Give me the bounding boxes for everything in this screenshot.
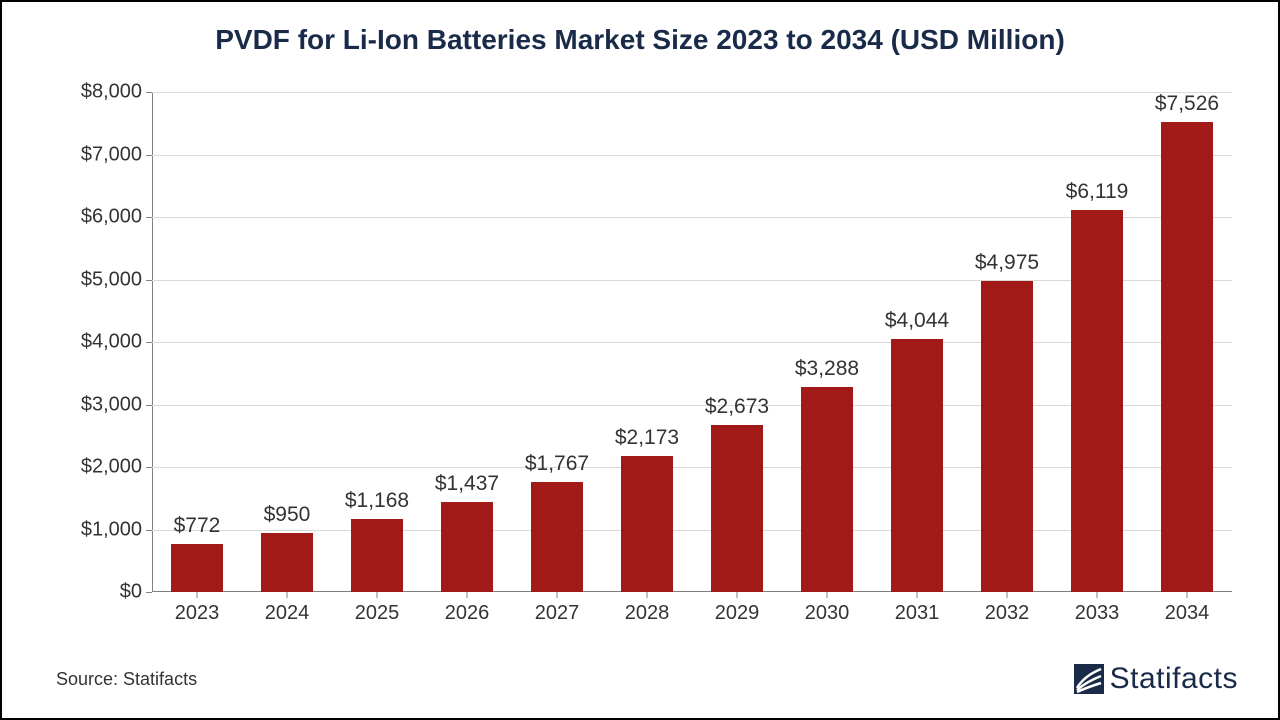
x-tick-mark — [196, 592, 197, 598]
bar — [891, 339, 943, 592]
bar-group: $1,7672027 — [531, 92, 583, 592]
brand-name: Statifacts — [1110, 662, 1238, 696]
y-tick-mark — [146, 592, 152, 593]
bar-group: $9502024 — [261, 92, 313, 592]
bar-group: $4,0442031 — [891, 92, 943, 592]
x-tick-label: 2033 — [1075, 602, 1120, 625]
bar-value-label: $4,044 — [885, 309, 949, 333]
bar-value-label: $4,975 — [975, 251, 1039, 275]
x-tick-mark — [646, 592, 647, 598]
y-tick-label: $4,000 — [81, 331, 142, 354]
bar-group: $1,4372026 — [441, 92, 493, 592]
bar — [1161, 122, 1213, 592]
bar — [981, 281, 1033, 592]
bar-value-label: $950 — [264, 503, 311, 527]
y-tick-label: $3,000 — [81, 393, 142, 416]
y-tick-mark — [146, 405, 152, 406]
x-tick-mark — [556, 592, 557, 598]
bar-value-label: $7,526 — [1155, 92, 1219, 116]
bar-group: $2,1732028 — [621, 92, 673, 592]
bar-value-label: $1,168 — [345, 489, 409, 513]
statifacts-icon — [1074, 664, 1104, 694]
bar-group: $2,6732029 — [711, 92, 763, 592]
y-tick-label: $1,000 — [81, 518, 142, 541]
x-tick-mark — [466, 592, 467, 598]
y-tick-label: $0 — [120, 581, 142, 604]
bar-value-label: $2,673 — [705, 395, 769, 419]
bar-group: $3,2882030 — [801, 92, 853, 592]
y-tick-mark — [146, 530, 152, 531]
x-tick-mark — [1006, 592, 1007, 598]
y-tick-mark — [146, 92, 152, 93]
chart-title: PVDF for Li-Ion Batteries Market Size 20… — [2, 24, 1278, 56]
bar-value-label: $1,767 — [525, 452, 589, 476]
bar-value-label: $1,437 — [435, 472, 499, 496]
bar — [621, 456, 673, 592]
y-tick-label: $2,000 — [81, 456, 142, 479]
y-tick-mark — [146, 155, 152, 156]
chart-frame: PVDF for Li-Ion Batteries Market Size 20… — [0, 0, 1280, 720]
x-tick-mark — [376, 592, 377, 598]
x-tick-label: 2032 — [985, 602, 1030, 625]
y-tick-mark — [146, 467, 152, 468]
bar — [1071, 210, 1123, 592]
x-tick-label: 2034 — [1165, 602, 1210, 625]
bar-value-label: $2,173 — [615, 426, 679, 450]
y-tick-label: $7,000 — [81, 143, 142, 166]
x-tick-label: 2028 — [625, 602, 670, 625]
bar-value-label: $6,119 — [1066, 180, 1129, 204]
y-tick-mark — [146, 217, 152, 218]
bar — [531, 482, 583, 592]
x-tick-label: 2023 — [175, 602, 220, 625]
bar-value-label: $3,288 — [795, 357, 859, 381]
plot-area: $0$1,000$2,000$3,000$4,000$5,000$6,000$7… — [152, 92, 1232, 592]
bar-value-label: $772 — [174, 514, 221, 538]
y-tick-label: $6,000 — [81, 206, 142, 229]
x-tick-label: 2030 — [805, 602, 850, 625]
bar — [351, 519, 403, 592]
bar-group: $6,1192033 — [1071, 92, 1123, 592]
bar-group: $7,5262034 — [1161, 92, 1213, 592]
x-tick-mark — [826, 592, 827, 598]
bar — [711, 425, 763, 592]
x-tick-mark — [1186, 592, 1187, 598]
y-tick-mark — [146, 280, 152, 281]
bar-group: $4,9752032 — [981, 92, 1033, 592]
bar — [801, 387, 853, 593]
brand-logo: Statifacts — [1074, 662, 1238, 696]
x-tick-label: 2024 — [265, 602, 310, 625]
source-label: Source: Statifacts — [56, 669, 197, 690]
y-tick-label: $8,000 — [81, 81, 142, 104]
x-tick-mark — [736, 592, 737, 598]
bar — [441, 502, 493, 592]
x-tick-mark — [916, 592, 917, 598]
x-tick-mark — [1096, 592, 1097, 598]
bar-group: $1,1682025 — [351, 92, 403, 592]
x-tick-label: 2025 — [355, 602, 400, 625]
y-tick-label: $5,000 — [81, 268, 142, 291]
x-tick-mark — [286, 592, 287, 598]
x-tick-label: 2031 — [895, 602, 940, 625]
bar — [171, 544, 223, 592]
x-tick-label: 2029 — [715, 602, 760, 625]
y-tick-mark — [146, 342, 152, 343]
x-tick-label: 2026 — [445, 602, 490, 625]
bar-group: $7722023 — [171, 92, 223, 592]
x-tick-label: 2027 — [535, 602, 580, 625]
bar — [261, 533, 313, 592]
